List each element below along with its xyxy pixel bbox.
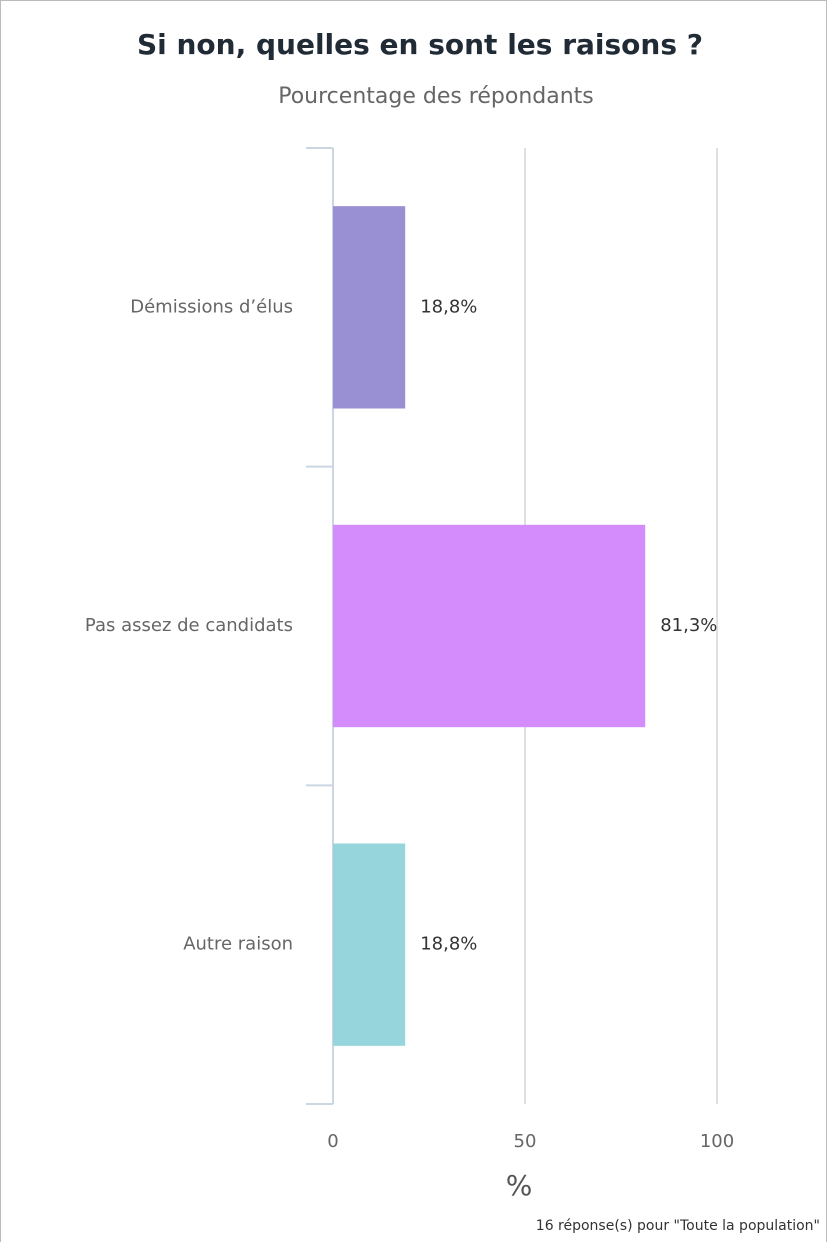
y-tick-label: Autre raison <box>183 934 293 955</box>
x-tick-label: 50 <box>514 1131 537 1152</box>
bar <box>333 524 646 728</box>
footnote: 16 réponse(s) pour "Toute la population" <box>536 1218 820 1234</box>
value-label: 18,8% <box>420 296 477 317</box>
y-tick-label: Démissions d’élus <box>130 296 293 317</box>
x-tick-label: 0 <box>327 1131 338 1152</box>
chart-subtitle: Pourcentage des répondants <box>278 84 594 109</box>
x-axis-label: % <box>506 1169 533 1202</box>
y-tick-label: Pas assez de candidats <box>85 615 293 636</box>
x-tick-label: 100 <box>700 1131 734 1152</box>
bar <box>333 206 406 409</box>
chart-title: Si non, quelles en sont les raisons ? <box>137 28 703 61</box>
value-label: 18,8% <box>420 934 477 955</box>
value-label: 81,3% <box>660 615 717 636</box>
bar <box>333 843 406 1046</box>
